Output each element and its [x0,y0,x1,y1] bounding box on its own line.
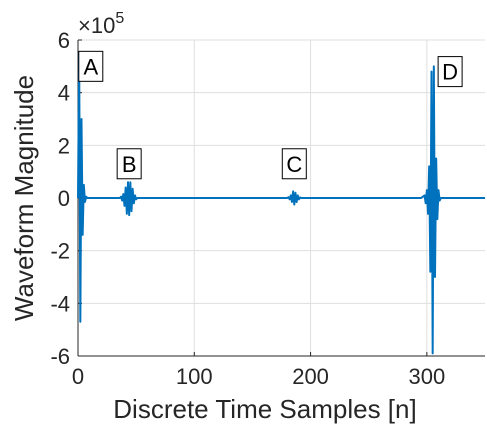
tick-labels: 0 100 200 300 -6 -4 -2 0 2 4 6 [50,28,445,389]
annotation-label-A: A [83,54,98,79]
annotation-box-B [116,148,142,180]
y-tick-label: -4 [50,291,70,316]
y-tick-label: -6 [50,344,70,369]
y-axis-label: Waveform Magnitude [9,75,39,321]
y-tick-label: 6 [58,28,70,53]
x-tick-label: 200 [292,364,329,389]
waveform-line [77,52,485,355]
y-tick-label: -2 [50,239,70,264]
x-tick-label: 0 [72,364,84,389]
annotation-label-C: C [286,152,302,177]
annotation-box-C [281,148,307,180]
annotation-box-A [78,50,104,82]
y-tick-label: 2 [58,133,70,158]
y-exponent-label: ×105 [78,10,124,38]
annotation-label-D: D [442,60,458,85]
series [77,52,485,355]
annotation-box-D [437,56,463,88]
x-tick-label: 300 [408,364,445,389]
x-tick-label: 100 [176,364,213,389]
x-axis-label: Discrete Time Samples [n] [113,394,416,424]
y-tick-label: 0 [58,186,70,211]
y-tick-label: 4 [58,81,70,106]
annotation-label-B: B [122,152,137,177]
annotations: A B C D [78,50,463,180]
